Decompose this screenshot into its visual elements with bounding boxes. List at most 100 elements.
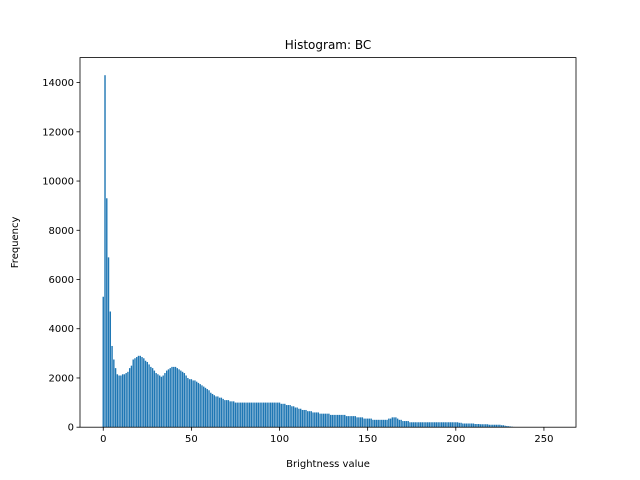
bar xyxy=(113,359,115,428)
bar xyxy=(479,424,482,428)
bar xyxy=(201,385,203,428)
bar xyxy=(361,417,364,428)
bar xyxy=(433,422,436,428)
y-tick-label: 0 xyxy=(68,423,74,434)
bar xyxy=(396,418,399,428)
bar xyxy=(241,402,244,428)
bar xyxy=(356,417,358,428)
x-tick-label: 150 xyxy=(358,434,377,445)
bar xyxy=(134,358,136,428)
bar xyxy=(478,424,480,428)
bar xyxy=(270,402,272,428)
bar xyxy=(506,425,508,428)
bar xyxy=(160,376,163,428)
bar xyxy=(492,424,494,428)
bar xyxy=(386,419,388,428)
bar xyxy=(188,379,191,428)
bar xyxy=(317,412,320,428)
bar xyxy=(222,398,224,428)
bar xyxy=(243,402,245,428)
bar xyxy=(301,409,304,428)
bar xyxy=(435,422,438,428)
bar xyxy=(157,374,159,428)
bar xyxy=(398,419,401,428)
bar xyxy=(340,414,342,428)
bar xyxy=(287,405,290,428)
bar xyxy=(381,419,383,428)
bar xyxy=(227,400,230,428)
y-tick-label: 14000 xyxy=(42,78,74,89)
bar xyxy=(109,311,112,428)
bar xyxy=(328,413,330,428)
bar xyxy=(418,422,420,428)
bar xyxy=(451,422,453,428)
bar xyxy=(428,422,431,428)
bar xyxy=(315,412,318,428)
bar xyxy=(368,418,371,428)
bar xyxy=(338,414,341,428)
bar xyxy=(382,419,385,428)
bar xyxy=(132,359,134,428)
bar xyxy=(351,416,353,428)
bar xyxy=(128,368,131,428)
bar xyxy=(116,374,119,428)
bar xyxy=(181,371,184,428)
bar xyxy=(107,257,110,428)
bar xyxy=(114,368,117,428)
bar xyxy=(312,412,314,428)
bar xyxy=(104,75,106,428)
bar xyxy=(125,373,127,428)
bar xyxy=(345,416,348,428)
bar xyxy=(220,397,223,428)
bar xyxy=(400,419,402,428)
bar xyxy=(146,361,149,428)
bar xyxy=(354,416,357,428)
bar xyxy=(324,413,327,428)
bar xyxy=(123,374,126,428)
bar xyxy=(136,357,138,428)
bar xyxy=(139,355,141,428)
bar xyxy=(180,370,182,428)
bar xyxy=(349,416,351,428)
bar xyxy=(463,423,466,428)
bar xyxy=(497,424,499,428)
bar xyxy=(333,414,335,428)
bar xyxy=(143,358,145,428)
bar xyxy=(391,417,394,428)
bar xyxy=(414,422,416,428)
bar xyxy=(483,424,485,428)
bar xyxy=(210,392,212,428)
y-tick-label: 10000 xyxy=(42,177,74,188)
bar xyxy=(277,402,279,428)
bar xyxy=(296,407,298,428)
bar xyxy=(481,424,483,428)
bar xyxy=(426,422,429,428)
bar xyxy=(203,386,205,428)
bar xyxy=(127,371,129,428)
bar xyxy=(255,402,258,428)
bar xyxy=(374,419,376,428)
y-tick-label: 2000 xyxy=(49,373,74,384)
bar xyxy=(285,405,288,428)
x-tick-label: 0 xyxy=(100,434,106,445)
bar xyxy=(199,384,201,428)
bar xyxy=(278,402,281,428)
bar xyxy=(176,368,178,428)
bar xyxy=(217,396,219,428)
bar xyxy=(446,422,448,428)
chart-title: Histogram: BC xyxy=(285,38,372,52)
bar xyxy=(141,357,143,428)
bar xyxy=(442,422,445,428)
bar xyxy=(155,373,157,428)
bar xyxy=(499,424,501,428)
bar xyxy=(162,375,164,428)
bar xyxy=(190,379,193,428)
bar xyxy=(485,424,487,428)
bar xyxy=(347,416,349,428)
x-axis-label: Brightness value xyxy=(286,459,370,470)
bar xyxy=(359,417,362,428)
bar xyxy=(144,360,147,428)
bar xyxy=(120,375,122,428)
